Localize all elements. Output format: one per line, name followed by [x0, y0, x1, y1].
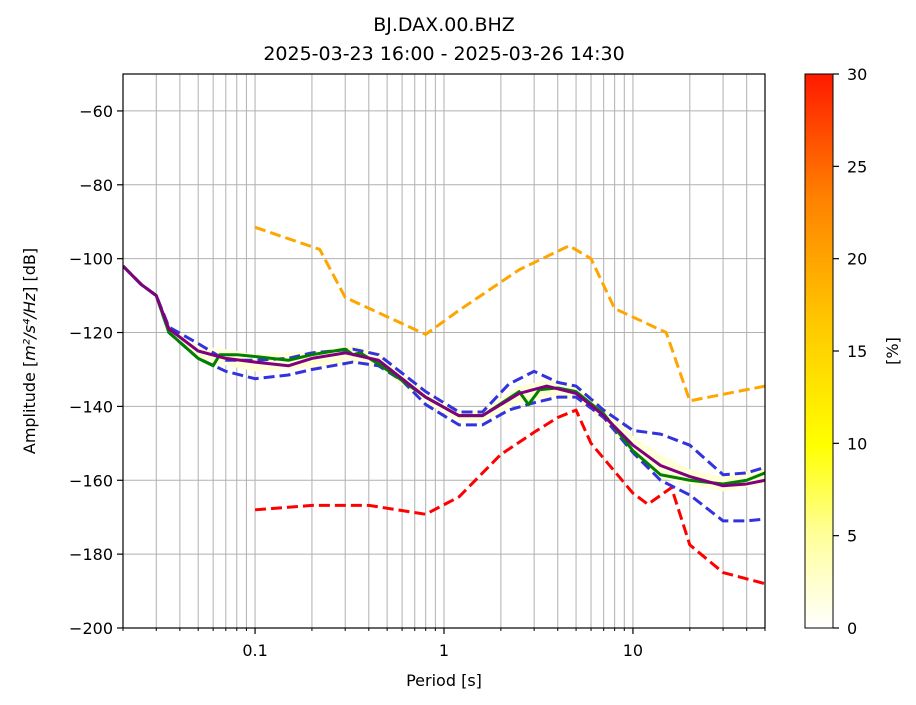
colorbar-ticks: 0 5 10 15 20 25 30 — [833, 65, 867, 638]
chart-title: BJ.DAX.00.BHZ — [373, 14, 515, 36]
y-axis-ticks: −200 −180 −160 −140 −120 −100 −80 −60 — [69, 102, 123, 638]
x-tick-label: 0.1 — [242, 641, 267, 660]
y-axis-label: Amplitude [m²/s⁴/Hz] [dB] — [20, 248, 39, 454]
y-axis-label-suffix: ] [dB] — [20, 248, 39, 293]
series-line-2 — [123, 264, 765, 477]
colorbar-tick-label: 10 — [847, 434, 867, 453]
x-tick-label: 10 — [623, 641, 643, 660]
x-axis-label: Period [s] — [406, 671, 482, 690]
y-tick-label: −60 — [79, 102, 113, 121]
colorbar-tick-label: 15 — [847, 342, 867, 361]
colorbar-tick-label: 20 — [847, 250, 867, 269]
y-axis-label-prefix: Amplitude [ — [20, 361, 39, 454]
y-axis-label-units: m²/s⁴/Hz — [20, 292, 39, 361]
x-axis-ticks: 0.1 1 10 — [122, 628, 766, 660]
colorbar: 0 5 10 15 20 25 30 [%] — [804, 65, 902, 638]
colorbar-tick-label: 30 — [847, 65, 867, 84]
colorbar-tick-label: 0 — [847, 619, 857, 638]
series-line-5 — [123, 264, 765, 488]
x-tick-label: 1 — [439, 641, 449, 660]
colorbar-tick-label: 25 — [847, 157, 867, 176]
chart-subtitle: 2025-03-23 16:00 - 2025-03-26 14:30 — [263, 43, 624, 65]
y-tick-label: −120 — [69, 324, 113, 343]
y-tick-label: −140 — [69, 397, 113, 416]
plot-area: 0.1 1 10 −200 −180 −160 −140 −120 −100 −80 −60 — [69, 73, 766, 660]
colorbar-label: [%] — [883, 337, 902, 365]
series-layer — [123, 225, 765, 586]
y-tick-label: −100 — [69, 250, 113, 269]
series-line-1 — [254, 408, 765, 586]
series-line-3 — [123, 264, 765, 523]
y-tick-label: −200 — [69, 619, 113, 638]
y-tick-label: −180 — [69, 545, 113, 564]
y-tick-label: −80 — [79, 176, 113, 195]
series-line-0 — [254, 225, 765, 403]
y-tick-label: −160 — [69, 471, 113, 490]
colorbar-gradient — [804, 73, 834, 629]
colorbar-tick-label: 5 — [847, 527, 857, 546]
